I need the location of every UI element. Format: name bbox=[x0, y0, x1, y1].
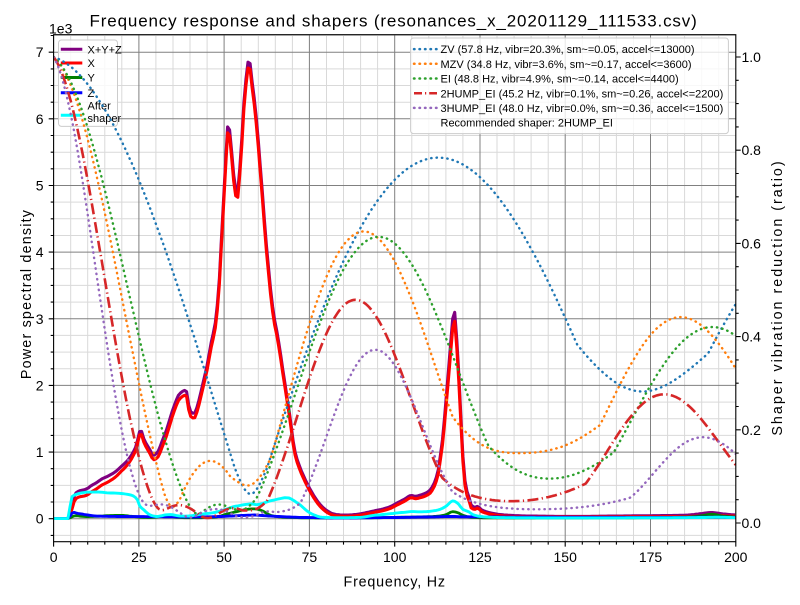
svg-text:ZV (57.8 Hz, vibr=20.3%, sm~=0: ZV (57.8 Hz, vibr=20.3%, sm~=0.05, accel… bbox=[441, 44, 695, 56]
svg-text:2: 2 bbox=[36, 377, 44, 393]
svg-text:100: 100 bbox=[383, 549, 407, 565]
svg-text:0.0: 0.0 bbox=[742, 515, 762, 531]
svg-text:Frequency, Hz: Frequency, Hz bbox=[344, 575, 446, 591]
svg-text:0.6: 0.6 bbox=[742, 235, 762, 251]
svg-text:shaper: shaper bbox=[88, 113, 122, 125]
svg-text:5: 5 bbox=[36, 178, 44, 194]
svg-text:X: X bbox=[88, 58, 96, 70]
svg-text:3: 3 bbox=[36, 311, 44, 327]
svg-text:Power spectral density: Power spectral density bbox=[19, 209, 35, 379]
svg-text:Recommended shaper: 2HUMP_EI: Recommended shaper: 2HUMP_EI bbox=[441, 118, 613, 130]
svg-text:25: 25 bbox=[131, 549, 147, 565]
svg-text:X+Y+Z: X+Y+Z bbox=[88, 44, 123, 56]
svg-text:1: 1 bbox=[36, 444, 44, 460]
svg-text:3HUMP_EI (48.0 Hz, vibr=0.0%,: 3HUMP_EI (48.0 Hz, vibr=0.0%, sm~=0.36, … bbox=[441, 103, 724, 115]
svg-text:0.2: 0.2 bbox=[742, 422, 762, 438]
svg-text:2HUMP_EI (45.2 Hz, vibr=0.1%,: 2HUMP_EI (45.2 Hz, vibr=0.1%, sm~=0.26, … bbox=[441, 88, 724, 100]
svg-text:Frequency response and shapers: Frequency response and shapers (resonanc… bbox=[90, 12, 698, 31]
svg-text:150: 150 bbox=[554, 549, 578, 565]
svg-text:50: 50 bbox=[216, 549, 232, 565]
svg-text:175: 175 bbox=[639, 549, 663, 565]
svg-text:0.8: 0.8 bbox=[742, 142, 762, 158]
svg-text:1.0: 1.0 bbox=[742, 49, 762, 65]
svg-text:1e3: 1e3 bbox=[49, 21, 73, 37]
svg-text:0: 0 bbox=[50, 549, 58, 565]
svg-text:Shaper vibration reduction (ra: Shaper vibration reduction (ratio) bbox=[770, 159, 786, 435]
svg-text:0: 0 bbox=[36, 511, 44, 527]
svg-text:Y: Y bbox=[88, 73, 96, 85]
svg-text:6: 6 bbox=[36, 111, 44, 127]
svg-text:Z: Z bbox=[88, 88, 95, 100]
svg-text:0.4: 0.4 bbox=[742, 329, 762, 345]
svg-text:4: 4 bbox=[36, 244, 44, 260]
svg-text:200: 200 bbox=[724, 549, 748, 565]
svg-text:EI (48.8 Hz, vibr=4.9%, sm~=0.: EI (48.8 Hz, vibr=4.9%, sm~=0.14, accel<… bbox=[441, 74, 679, 86]
svg-text:75: 75 bbox=[302, 549, 318, 565]
svg-text:7: 7 bbox=[36, 44, 44, 60]
svg-text:125: 125 bbox=[468, 549, 492, 565]
svg-text:MZV (34.8 Hz, vibr=3.6%, sm~=0: MZV (34.8 Hz, vibr=3.6%, sm~=0.17, accel… bbox=[441, 59, 692, 71]
